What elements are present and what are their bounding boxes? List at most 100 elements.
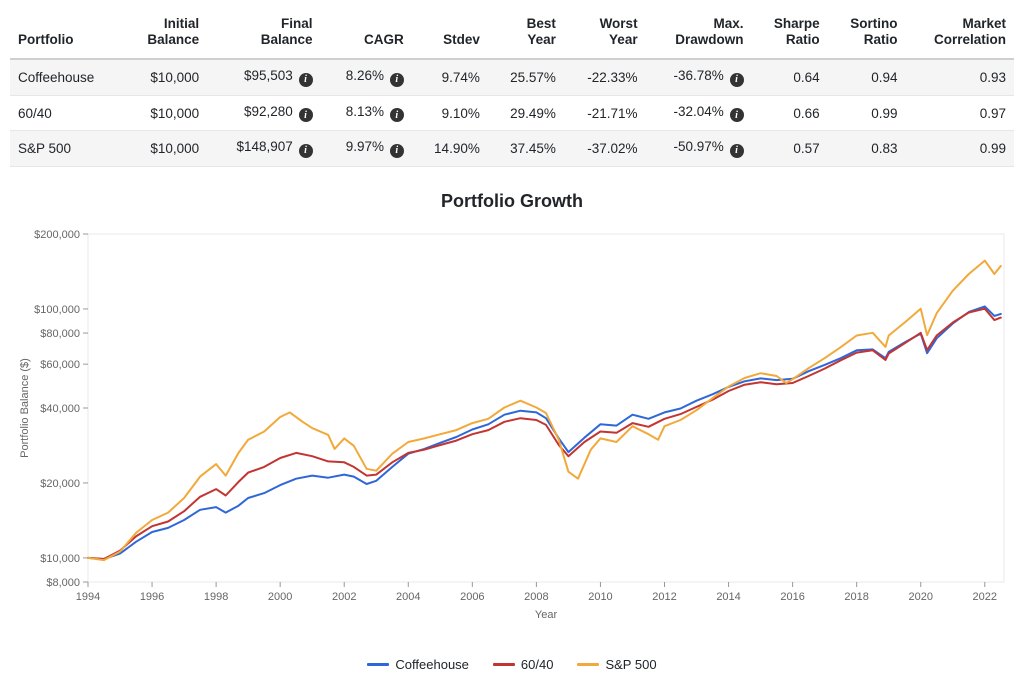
table-cell: $10,000 [124,59,207,95]
svg-text:2020: 2020 [908,591,932,603]
table-cell: -21.71% [564,95,646,131]
svg-text:$8,000: $8,000 [46,577,80,589]
table-cell: 8.13% i [321,95,412,131]
table-cell: Coffeehouse [10,59,124,95]
svg-text:2004: 2004 [396,591,420,603]
table-cell: S&P 500 [10,131,124,167]
info-icon[interactable]: i [299,108,313,122]
series-line [88,309,1001,559]
series-line [88,306,1001,559]
legend-item[interactable]: S&P 500 [577,657,656,672]
table-cell: 0.93 [906,59,1014,95]
svg-text:2002: 2002 [332,591,356,603]
info-icon[interactable]: i [730,108,744,122]
info-icon[interactable]: i [299,73,313,87]
col-header: FinalBalance [207,10,320,59]
col-header: InitialBalance [124,10,207,59]
info-icon[interactable]: i [390,108,404,122]
svg-text:$20,000: $20,000 [40,478,80,490]
table-cell: 0.66 [752,95,828,131]
info-icon[interactable]: i [299,144,313,158]
table-cell: $10,000 [124,131,207,167]
info-icon[interactable]: i [730,73,744,87]
table-cell: 0.57 [752,131,828,167]
svg-text:2016: 2016 [780,591,804,603]
table-cell: 0.94 [828,59,906,95]
svg-text:Year: Year [535,609,558,621]
table-cell: -22.33% [564,59,646,95]
table-cell: -50.97% i [646,131,752,167]
table-cell: 14.90% [412,131,488,167]
chart-svg: $8,000 $10,000 $20,000 $40,000 $60,000 $80,00… [10,218,1014,648]
info-icon[interactable]: i [730,144,744,158]
table-cell: -32.04% i [646,95,752,131]
legend-label: S&P 500 [605,657,656,672]
svg-text:2012: 2012 [652,591,676,603]
col-header: MarketCorrelation [906,10,1014,59]
legend-swatch [493,663,515,666]
legend-item[interactable]: Coffeehouse [367,657,469,672]
svg-text:2014: 2014 [716,591,740,603]
svg-text:1994: 1994 [76,591,100,603]
table-cell: 0.99 [828,95,906,131]
table-cell: 9.10% [412,95,488,131]
table-cell: $10,000 [124,95,207,131]
legend-swatch [577,663,599,666]
svg-text:$200,000: $200,000 [34,229,80,241]
col-header: Portfolio [10,10,124,59]
table-cell: 37.45% [488,131,564,167]
portfolio-stats-table: PortfolioInitialBalanceFinalBalanceCAGRS… [10,10,1014,167]
table-cell: 0.64 [752,59,828,95]
info-icon[interactable]: i [390,144,404,158]
table-cell: 60/40 [10,95,124,131]
svg-text:2000: 2000 [268,591,292,603]
svg-text:2018: 2018 [844,591,868,603]
legend-label: Coffeehouse [395,657,469,672]
info-icon[interactable]: i [390,73,404,87]
col-header: WorstYear [564,10,646,59]
table-cell: $92,280 i [207,95,320,131]
svg-text:Portfolio Balance ($): Portfolio Balance ($) [19,358,31,458]
table-cell: 0.97 [906,95,1014,131]
svg-text:$60,000: $60,000 [40,359,80,371]
svg-text:2022: 2022 [973,591,997,603]
svg-text:$40,000: $40,000 [40,403,80,415]
table-cell: $95,503 i [207,59,320,95]
legend-item[interactable]: 60/40 [493,657,554,672]
svg-text:$80,000: $80,000 [40,328,80,340]
svg-text:1996: 1996 [140,591,164,603]
legend-swatch [367,663,389,666]
col-header: BestYear [488,10,564,59]
legend-label: 60/40 [521,657,554,672]
svg-text:2008: 2008 [524,591,548,603]
col-header: Stdev [412,10,488,59]
chart-title: Portfolio Growth [10,191,1014,212]
svg-text:$100,000: $100,000 [34,304,80,316]
table-cell: 0.99 [906,131,1014,167]
col-header: SortinoRatio [828,10,906,59]
table-row: S&P 500$10,000$148,907 i9.97% i14.90%37.… [10,131,1014,167]
table-row: Coffeehouse$10,000$95,503 i8.26% i9.74%2… [10,59,1014,95]
svg-text:2006: 2006 [460,591,484,603]
table-row: 60/40$10,000$92,280 i8.13% i9.10%29.49%-… [10,95,1014,131]
svg-text:2010: 2010 [588,591,612,603]
table-cell: -36.78% i [646,59,752,95]
col-header: CAGR [321,10,412,59]
table-cell: $148,907 i [207,131,320,167]
table-cell: 29.49% [488,95,564,131]
svg-text:$10,000: $10,000 [40,553,80,565]
table-cell: 9.74% [412,59,488,95]
table-cell: 25.57% [488,59,564,95]
series-line [88,260,1001,559]
table-header: PortfolioInitialBalanceFinalBalanceCAGRS… [10,10,1014,59]
portfolio-growth-chart: Portfolio Growth $8,000 $10,000 $20,000 $40… [10,191,1014,672]
table-cell: 8.26% i [321,59,412,95]
table-cell: 9.97% i [321,131,412,167]
col-header: Max.Drawdown [646,10,752,59]
col-header: SharpeRatio [752,10,828,59]
chart-legend: Coffeehouse 60/40 S&P 500 [10,654,1014,672]
table-cell: 0.83 [828,131,906,167]
table-cell: -37.02% [564,131,646,167]
table-body: Coffeehouse$10,000$95,503 i8.26% i9.74%2… [10,59,1014,166]
svg-text:1998: 1998 [204,591,228,603]
